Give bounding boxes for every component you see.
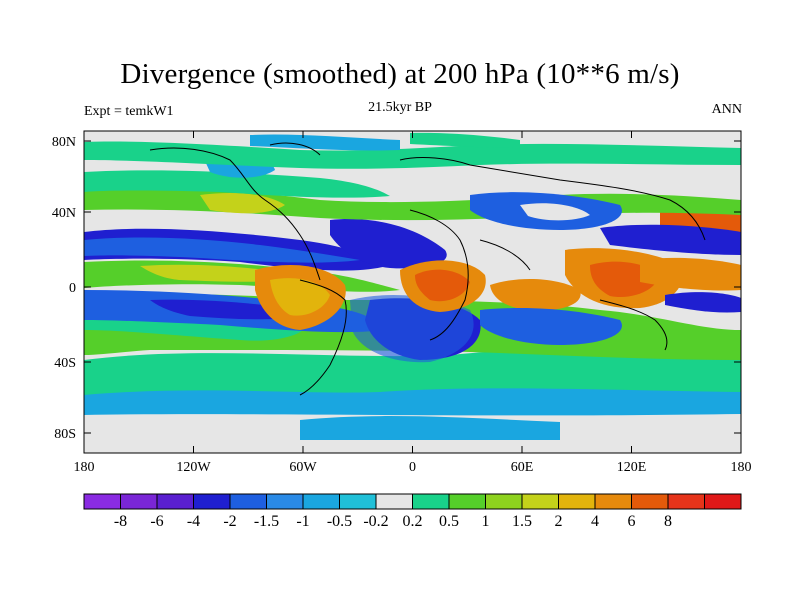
lon-tick-label: 0 [409, 460, 416, 475]
latitude-axis: 80N 40N 0 40S 80S [52, 135, 741, 442]
divergence-field [84, 131, 741, 453]
period-label: 21.5kyr BP [368, 100, 432, 115]
colorbar-label: -0.5 [327, 513, 352, 530]
experiment-label: Expt = temkW1 [84, 104, 174, 119]
lat-tick-label: 80N [52, 135, 76, 150]
colorbar-swatch [120, 493, 158, 510]
colorbar-swatch [485, 493, 523, 510]
colorbar-label: 1 [482, 513, 490, 530]
colorbar-swatch [448, 493, 486, 510]
colorbar: -8 -6 -4 -2 -1.5 -1 -0.5 -0.2 0.2 0.5 1 1.5 2 4 6 8 [83, 493, 742, 530]
lat-tick-label: 0 [69, 281, 76, 296]
lon-tick-label: 60E [511, 460, 534, 475]
colorbar-label: -6 [150, 513, 163, 530]
colorbar-swatch [156, 493, 194, 510]
colorbar-label: -4 [187, 513, 200, 530]
colorbar-swatch [594, 493, 632, 510]
colorbar-label: 4 [591, 513, 599, 530]
colorbar-swatch [521, 493, 559, 510]
lat-tick-label: 80S [54, 427, 76, 442]
colorbar-label: -1 [296, 513, 309, 530]
colorbar-swatch [302, 493, 340, 510]
colorbar-swatch [704, 493, 742, 510]
colorbar-swatch [83, 493, 121, 510]
colorbar-swatch [266, 493, 304, 510]
lon-tick-label: 120E [617, 460, 647, 475]
lon-tick-label: 180 [74, 460, 95, 475]
colorbar-label: 1.5 [512, 513, 532, 530]
colorbar-swatch [229, 493, 267, 510]
colorbar-label: -2 [223, 513, 236, 530]
lat-tick-label: 40N [52, 206, 76, 221]
season-label: ANN [711, 102, 742, 117]
lat-tick-label: 40S [54, 356, 76, 371]
colorbar-label: 0.5 [439, 513, 459, 530]
colorbar-label: 6 [628, 513, 636, 530]
colorbar-label: 8 [664, 513, 672, 530]
plot-title: Divergence (smoothed) at 200 hPa (10**6 … [120, 58, 680, 90]
longitude-axis: 180 120W 60W 0 60E 120E 180 [74, 131, 752, 475]
colorbar-label: -0.2 [363, 513, 388, 530]
colorbar-label: -1.5 [254, 513, 279, 530]
colorbar-swatch [667, 493, 705, 510]
colorbar-swatch [558, 493, 596, 510]
colorbar-swatch [375, 493, 413, 510]
colorbar-swatch [339, 493, 377, 510]
lon-tick-label: 120W [176, 460, 211, 475]
colorbar-swatch [631, 493, 669, 510]
lon-tick-label: 180 [731, 460, 752, 475]
colorbar-swatch [193, 493, 231, 510]
colorbar-label: 0.2 [403, 513, 423, 530]
lon-tick-label: 60W [289, 460, 317, 475]
colorbar-label: -8 [114, 513, 127, 530]
colorbar-label: 2 [555, 513, 563, 530]
coastlines [149, 142, 706, 396]
colorbar-swatch [412, 493, 450, 510]
